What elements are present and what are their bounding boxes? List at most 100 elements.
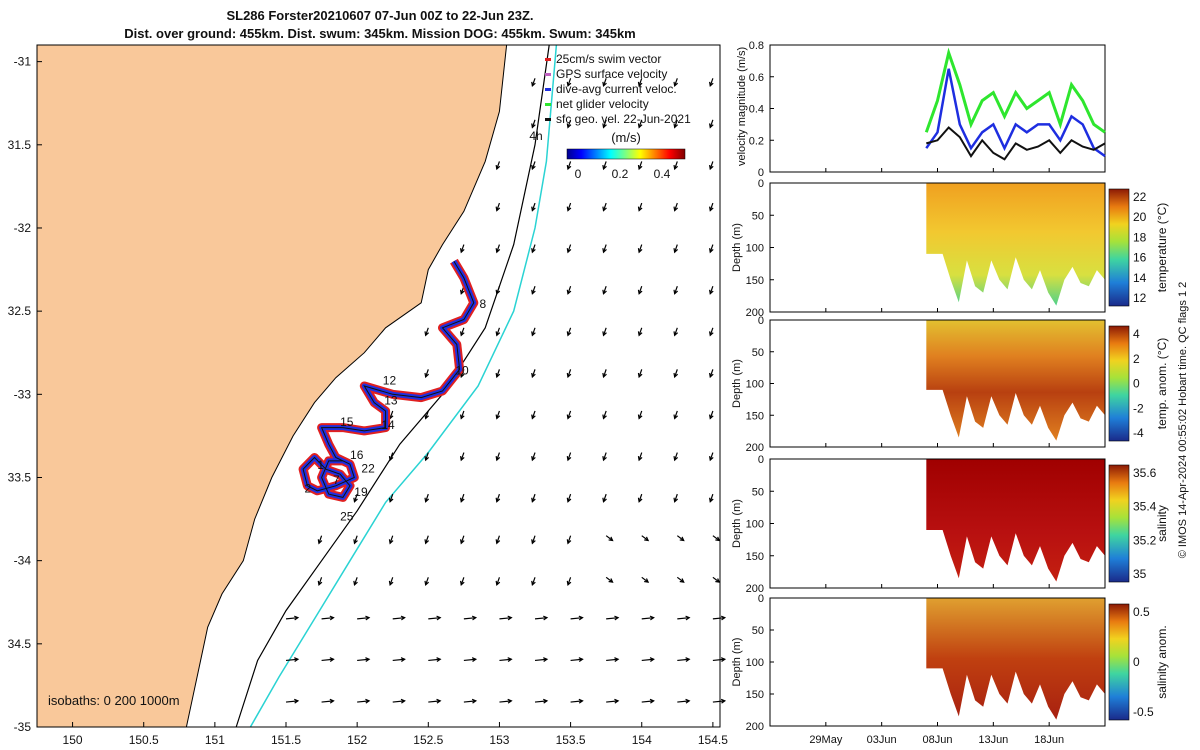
current-arrow-head bbox=[708, 414, 714, 420]
current-arrow-head bbox=[679, 578, 685, 583]
velocity-ytick-label: 0.2 bbox=[749, 135, 764, 147]
current-arrow bbox=[496, 369, 501, 378]
lon-tick-label: 154 bbox=[632, 733, 652, 747]
track-day-label: 19 bbox=[354, 485, 368, 499]
current-arrow bbox=[712, 658, 725, 662]
current-arrow bbox=[285, 658, 299, 662]
current-arrow bbox=[531, 369, 536, 378]
current-arrow-head bbox=[673, 372, 679, 379]
date-tick-label: 03Jun bbox=[867, 734, 897, 746]
date-tick-label: 13Jun bbox=[978, 734, 1008, 746]
current-arrow-head bbox=[507, 657, 513, 663]
current-arrow-head bbox=[400, 657, 406, 663]
current-arrow-head bbox=[602, 331, 607, 337]
current-arrow bbox=[531, 452, 536, 461]
current-arrow bbox=[606, 658, 619, 662]
current-arrow-head bbox=[388, 497, 394, 503]
lat-tick-label: -35 bbox=[14, 720, 32, 734]
current-arrow-head bbox=[424, 456, 430, 462]
isobath-note: isobaths: 0 200 1000m bbox=[48, 693, 180, 708]
current-arrow bbox=[425, 452, 429, 461]
track-day-label: 15 bbox=[340, 415, 354, 429]
current-arrow-head bbox=[317, 580, 323, 587]
current-arrow bbox=[425, 369, 429, 378]
current-arrow bbox=[567, 119, 572, 128]
current-arrow bbox=[567, 244, 572, 253]
track-day-label: 2 bbox=[305, 481, 312, 495]
current-arrow-head bbox=[673, 164, 679, 171]
current-arrow bbox=[712, 535, 720, 541]
current-arrow-head bbox=[471, 615, 478, 621]
current-arrow-head bbox=[531, 248, 536, 254]
depth-tick-label: 50 bbox=[752, 210, 764, 222]
current-arrow-head bbox=[329, 615, 335, 621]
current-arrow bbox=[674, 202, 678, 211]
current-arrow bbox=[285, 700, 299, 703]
current-arrow-head bbox=[602, 497, 607, 503]
legend-swatch bbox=[545, 58, 551, 61]
current-arrow-head bbox=[720, 657, 727, 663]
depth-tick-label: 100 bbox=[746, 519, 764, 531]
heatmap-panel: 0 50 100 150 200 Depth (m) -4 -2 0 2 4 temp. anom. … bbox=[731, 315, 1169, 454]
current-arrow-head bbox=[424, 497, 430, 503]
current-arrow-head bbox=[495, 497, 501, 503]
current-arrow bbox=[641, 535, 649, 541]
date-tick-label: 18Jun bbox=[1034, 734, 1064, 746]
current-arrow-head bbox=[608, 536, 614, 542]
current-arrow bbox=[674, 119, 678, 128]
current-arrow-head bbox=[637, 497, 643, 503]
current-arrow bbox=[357, 617, 370, 620]
current-arrow-head bbox=[679, 536, 685, 542]
current-arrow-head bbox=[708, 497, 714, 503]
current-arrow-head bbox=[608, 578, 614, 583]
current-arrow-head bbox=[602, 123, 607, 129]
lon-tick-label: 154.5 bbox=[698, 733, 728, 747]
map-frame bbox=[36, 44, 721, 728]
current-arrow bbox=[460, 535, 465, 544]
current-arrow-head bbox=[708, 81, 714, 88]
lon-tick-label: 151.5 bbox=[271, 733, 301, 747]
current-arrow bbox=[534, 617, 548, 620]
current-arrow bbox=[425, 535, 429, 544]
current-arrow bbox=[709, 493, 714, 502]
current-arrow-head bbox=[531, 372, 536, 379]
legend-swatch bbox=[545, 118, 551, 121]
current-arrow bbox=[676, 535, 685, 541]
current-arrow-head bbox=[637, 331, 643, 337]
current-arrow bbox=[602, 202, 607, 211]
current-arrow-head bbox=[365, 615, 371, 621]
current-arrow bbox=[496, 244, 501, 253]
current-arrow bbox=[496, 410, 501, 419]
current-arrow bbox=[357, 658, 370, 662]
current-arrow-head bbox=[495, 414, 501, 420]
current-arrow bbox=[460, 410, 465, 419]
current-arrow-head bbox=[424, 414, 430, 420]
depth-tick-label: 200 bbox=[746, 307, 764, 319]
current-arrow bbox=[712, 576, 720, 583]
track-day-label: 14 bbox=[381, 418, 395, 432]
track-day-label: 4h bbox=[529, 129, 542, 143]
lat-tick-label: 33.5 bbox=[8, 470, 32, 484]
colorbar-tick-label: -2 bbox=[1133, 401, 1144, 415]
current-arrow-head bbox=[578, 698, 584, 704]
current-arrow-head bbox=[708, 372, 714, 379]
current-arrow-head bbox=[673, 331, 679, 337]
current-arrow-head bbox=[543, 698, 549, 704]
legend-entry: dive-avg current veloc. bbox=[556, 82, 677, 96]
current-arrow-head bbox=[459, 497, 465, 503]
current-arrow-head bbox=[424, 372, 430, 379]
lat-tick-label: 32.5 bbox=[8, 304, 32, 318]
lat-tick-label: -31 bbox=[14, 55, 32, 69]
current-arrow bbox=[392, 617, 405, 620]
current-arrow bbox=[496, 493, 501, 502]
current-arrow bbox=[674, 161, 678, 170]
current-arrow-head bbox=[673, 289, 679, 295]
current-arrow bbox=[567, 327, 572, 336]
current-arrow bbox=[318, 535, 323, 544]
current-arrow-head bbox=[566, 331, 572, 337]
depth-tick-label: 200 bbox=[746, 583, 764, 595]
current-arrow-head bbox=[388, 539, 394, 545]
current-arrow bbox=[606, 617, 619, 620]
current-vectors bbox=[285, 78, 727, 704]
